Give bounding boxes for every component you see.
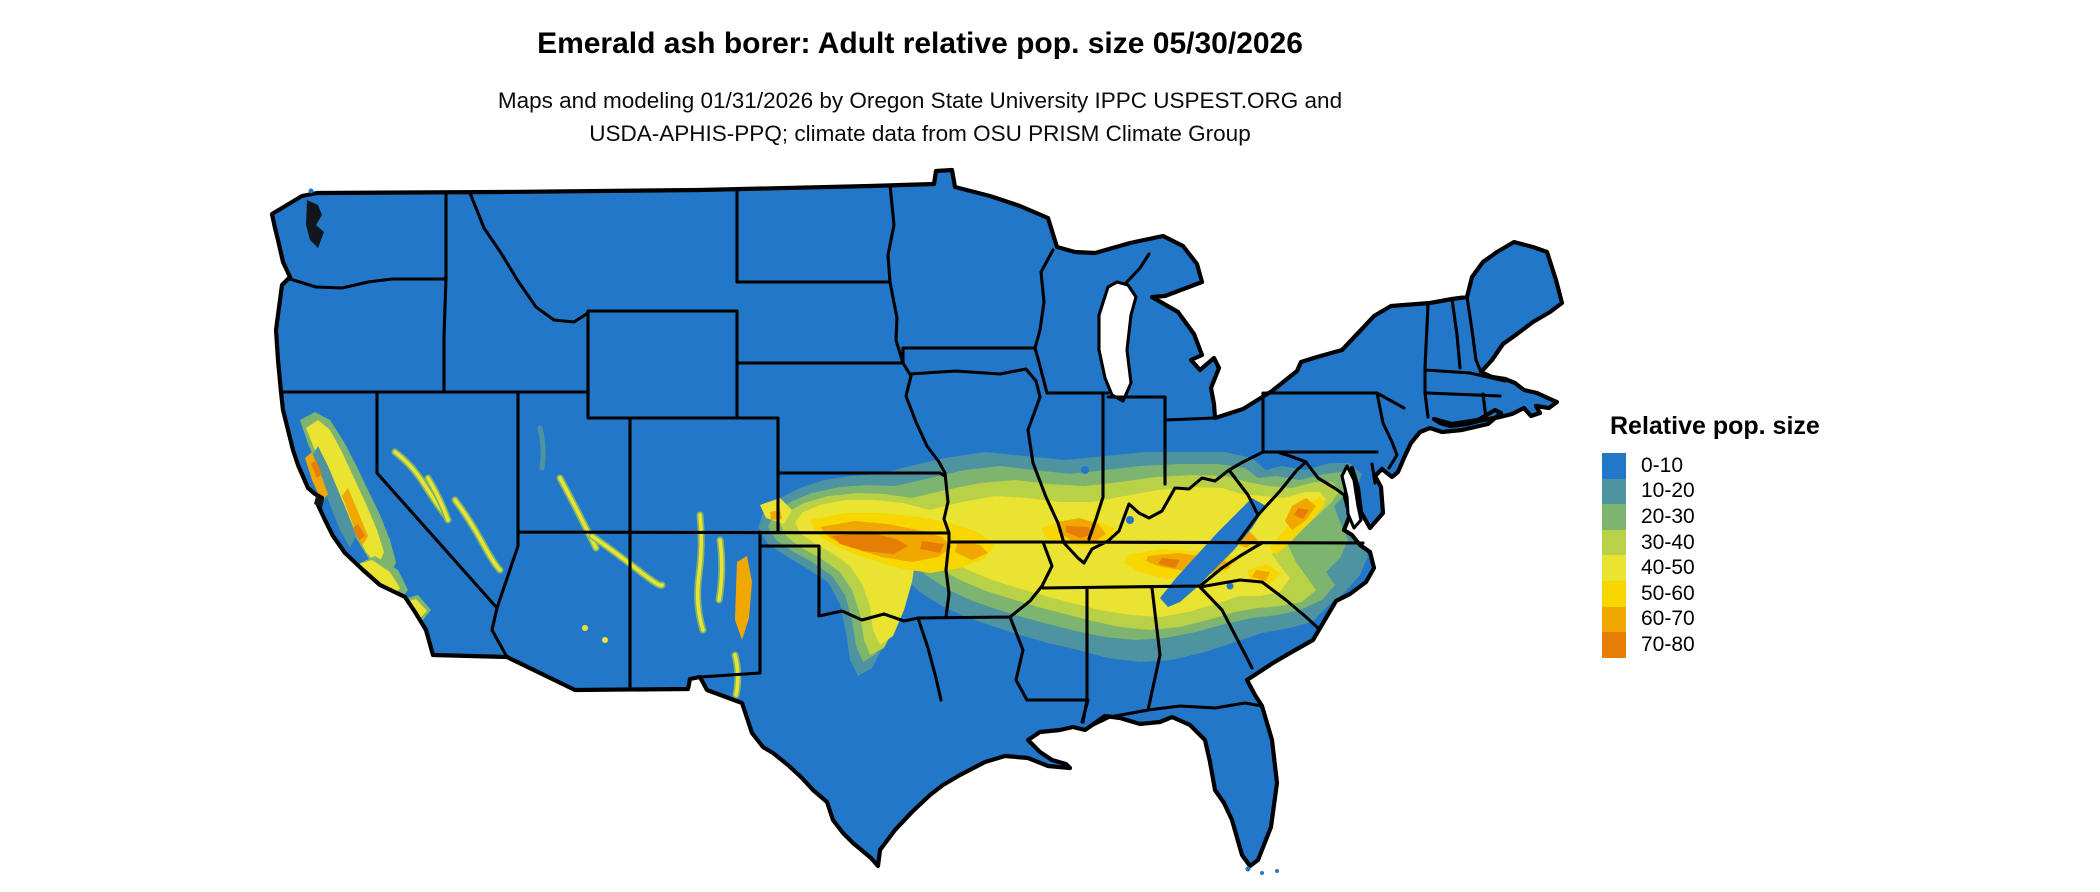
legend-label: 40-50 xyxy=(1641,556,1695,580)
legend-swatch xyxy=(1602,529,1626,556)
legend-item: 60-70 xyxy=(1602,606,1820,633)
subtitle-line-1: Maps and modeling 01/31/2026 by Oregon S… xyxy=(497,88,1343,113)
appalachian-valley xyxy=(1160,498,1266,607)
band-70-80 xyxy=(832,508,1309,568)
florida-keys xyxy=(308,188,1279,875)
puget-sound xyxy=(306,200,324,248)
legend-label: 60-70 xyxy=(1641,607,1695,631)
legend-label: 30-40 xyxy=(1641,530,1695,554)
legend-title: Relative pop. size xyxy=(1610,412,1820,440)
legend-item: 0-10 xyxy=(1602,453,1820,479)
legend-item: 10-20 xyxy=(1602,478,1820,505)
legend-swatch xyxy=(1602,580,1626,607)
page-title: Emerald ash borer: Adult relative pop. s… xyxy=(537,27,1303,60)
legend-label: 50-60 xyxy=(1641,581,1695,605)
legend-swatch xyxy=(1602,632,1626,658)
legend-swatch xyxy=(1602,453,1626,479)
legend-label: 10-20 xyxy=(1641,479,1695,503)
state-borders xyxy=(279,183,1507,731)
legend: Relative pop. size 0-10 10-20 20-30 30-40 40… xyxy=(1602,412,1820,658)
legend-label: 20-30 xyxy=(1641,504,1695,528)
san-francisco-bay xyxy=(314,496,324,508)
page-subtitle: Maps and modeling 01/31/2026 by Oregon S… xyxy=(0,84,1840,150)
legend-item: 50-60 xyxy=(1602,580,1820,607)
chesapeake-bay xyxy=(1340,464,1363,530)
legend-swatch xyxy=(1602,555,1626,581)
legend-label: 70-80 xyxy=(1641,632,1695,656)
legend-item: 40-50 xyxy=(1602,555,1820,581)
legend-swatch xyxy=(1602,606,1626,633)
legend-item: 70-80 xyxy=(1602,632,1820,658)
header: Emerald ash borer: Adult relative pop. s… xyxy=(0,26,1840,150)
legend-items: 0-10 10-20 20-30 30-40 40-50 50-60 60-70 70-80 xyxy=(1602,453,1820,658)
legend-label: 0-10 xyxy=(1641,453,1684,477)
lake-michigan xyxy=(1097,280,1138,403)
us-outline xyxy=(269,167,1565,869)
legend-item: 20-30 xyxy=(1602,504,1820,530)
subtitle-line-2: USDA-APHIS-PPQ; climate data from OSU PR… xyxy=(589,121,1251,146)
population-bands xyxy=(300,412,1368,699)
legend-item: 30-40 xyxy=(1602,529,1820,556)
legend-swatch xyxy=(1602,504,1626,530)
legend-swatch xyxy=(1602,478,1626,505)
